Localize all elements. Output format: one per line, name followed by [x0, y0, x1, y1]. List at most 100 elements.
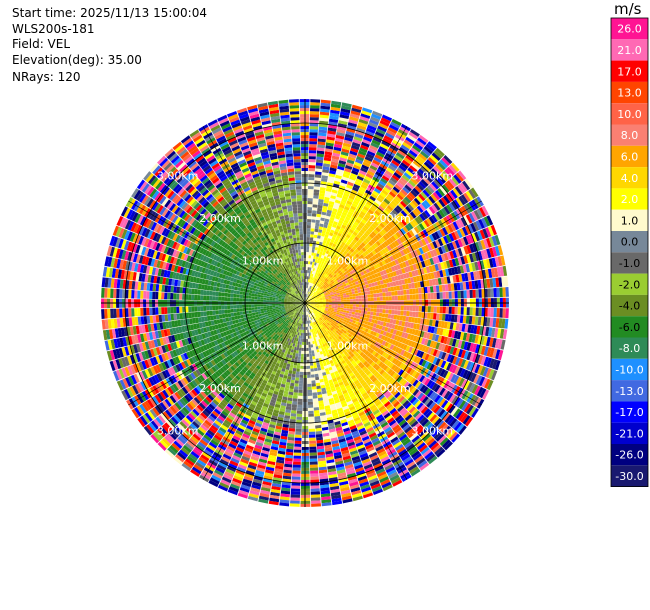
range-gate: [334, 315, 339, 319]
range-gate: [273, 406, 280, 411]
range-gate: [325, 188, 332, 192]
range-gate: [343, 192, 350, 198]
range-gate: [357, 424, 365, 431]
range-gate: [292, 473, 301, 477]
range-gate: [360, 167, 368, 173]
range-gate: [414, 217, 421, 225]
range-gate: [316, 305, 320, 307]
range-gate: [293, 324, 296, 328]
range-gate: [306, 294, 308, 298]
range-gate: [361, 416, 368, 422]
range-gate: [437, 277, 442, 285]
range-gate: [369, 290, 374, 295]
range-gate: [349, 192, 357, 198]
range-gate: [436, 306, 440, 314]
range-gate: [349, 364, 355, 370]
range-gate: [276, 342, 280, 347]
range-gate: [408, 418, 417, 426]
range-gate: [335, 426, 343, 432]
range-gate: [471, 384, 479, 394]
range-gate: [328, 219, 334, 224]
range-gate: [307, 395, 313, 399]
range-gate: [299, 314, 301, 318]
range-gate: [357, 408, 364, 414]
range-gate: [357, 261, 362, 266]
range-gate: [340, 263, 344, 268]
range-gate: [331, 257, 336, 261]
range-gate: [431, 365, 438, 373]
range-gate: [377, 320, 381, 325]
range-gate: [353, 416, 361, 422]
range-gate: [323, 255, 327, 260]
range-gate: [308, 153, 317, 157]
range-gate: [323, 332, 328, 337]
range-gate: [296, 410, 303, 414]
range-gate: [362, 461, 372, 467]
range-gate: [379, 143, 389, 150]
range-gate: [339, 277, 344, 281]
range-gate: [335, 256, 340, 260]
range-gate: [393, 172, 402, 179]
range-gate: [202, 451, 211, 459]
range-gate: [395, 414, 403, 422]
range-gate: [309, 306, 313, 309]
range-gate: [353, 461, 363, 467]
range-gate: [499, 287, 503, 298]
range-gate: [314, 309, 318, 313]
range-gate: [293, 389, 299, 393]
range-gate: [242, 452, 251, 459]
range-gate: [457, 247, 463, 257]
range-gate: [263, 478, 273, 483]
range-gate: [477, 365, 484, 375]
range-gate: [331, 281, 335, 285]
range-gate: [368, 217, 375, 223]
range-gate: [318, 288, 321, 292]
range-gate: [337, 323, 341, 327]
range-gate: [363, 313, 367, 318]
range-gate: [322, 374, 328, 379]
range-gate: [342, 344, 347, 349]
range-gate: [435, 350, 441, 358]
range-gate: [395, 205, 403, 212]
range-gate: [324, 286, 328, 290]
range-gate: [361, 274, 366, 279]
range-gate: [373, 220, 379, 227]
range-gate: [459, 228, 466, 237]
range-gate: [394, 359, 400, 366]
range-gate: [234, 472, 244, 479]
range-gate: [336, 404, 343, 410]
range-gate: [332, 341, 336, 345]
range-gate: [455, 274, 460, 283]
range-gate: [392, 281, 397, 287]
range-gate: [457, 349, 464, 358]
range-gate: [280, 361, 284, 366]
range-gate: [308, 341, 311, 345]
range-gate: [270, 399, 276, 404]
range-gate: [309, 276, 312, 280]
range-gate: [381, 260, 387, 266]
range-gate: [330, 106, 341, 112]
range-gate: [340, 154, 348, 159]
range-gate: [313, 186, 320, 190]
range-gate: [339, 267, 344, 272]
range-gate: [246, 425, 254, 431]
range-gate: [379, 385, 386, 392]
range-gate: [338, 117, 349, 122]
range-gate: [272, 347, 277, 352]
range-gate: [341, 289, 346, 292]
range-gate: [345, 187, 352, 192]
range-gate: [335, 363, 340, 368]
range-gate: [351, 288, 355, 292]
range-gate: [319, 264, 323, 268]
range-gate: [343, 458, 352, 464]
range-gate: [325, 319, 329, 323]
range-gate: [429, 242, 436, 250]
range-gate: [280, 383, 286, 388]
range-gate: [316, 388, 322, 393]
range-gate: [486, 278, 491, 288]
range-gate: [438, 285, 443, 292]
range-gate: [312, 274, 315, 278]
range-gate: [292, 461, 301, 465]
range-gate: [396, 315, 401, 321]
range-gate: [311, 503, 321, 507]
